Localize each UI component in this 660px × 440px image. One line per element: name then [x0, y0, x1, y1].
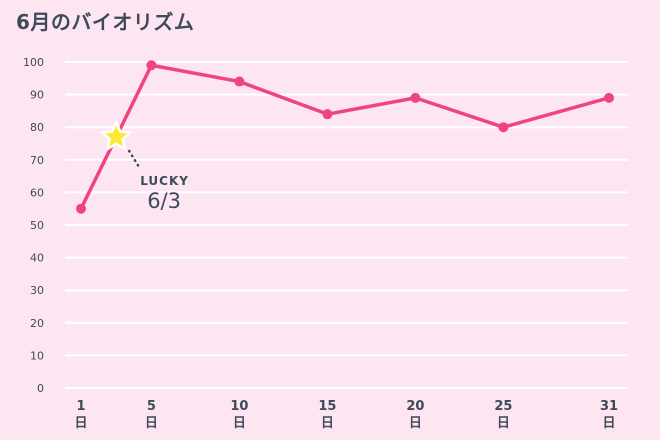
data-point [498, 122, 509, 133]
x-tick-label: 1 [76, 399, 85, 414]
x-tick-unit: 日 [233, 416, 246, 431]
data-point [604, 92, 614, 103]
x-tick-unit: 日 [409, 416, 422, 431]
y-tick-label: 10 [30, 349, 44, 362]
x-tick-label: 5 [147, 399, 156, 414]
x-tick-unit: 日 [497, 416, 510, 431]
y-tick-label: 50 [30, 219, 44, 232]
y-tick-label: 20 [30, 317, 44, 330]
x-tick-unit: 日 [145, 416, 158, 431]
data-point [410, 92, 421, 103]
x-tick-unit: 日 [321, 416, 334, 431]
annotation-value: 6/3 [147, 189, 181, 213]
annotation-leader [127, 149, 142, 171]
y-tick-label: 30 [30, 284, 44, 297]
y-tick-label: 60 [30, 186, 44, 199]
data-point [146, 60, 157, 71]
y-tick-label: 80 [30, 121, 44, 134]
y-tick-label: 100 [23, 56, 44, 69]
x-tick-unit: 日 [602, 416, 615, 431]
star-icon [100, 120, 132, 151]
data-point [76, 203, 86, 214]
x-tick-unit: 日 [74, 416, 87, 431]
x-tick-label: 10 [230, 399, 248, 414]
annotation-label: LUCKY [140, 174, 189, 188]
x-tick-label: 20 [406, 399, 424, 414]
x-tick-label: 15 [318, 399, 336, 414]
y-tick-label: 70 [30, 154, 44, 167]
x-tick-label: 31 [600, 399, 618, 414]
chart-title: 6月のバイオリズム [16, 10, 195, 34]
y-tick-label: 0 [37, 382, 44, 395]
y-tick-label: 90 [30, 89, 44, 102]
data-point [322, 109, 333, 120]
x-tick-label: 25 [494, 399, 512, 414]
data-point [234, 76, 245, 87]
y-tick-label: 40 [30, 252, 44, 265]
